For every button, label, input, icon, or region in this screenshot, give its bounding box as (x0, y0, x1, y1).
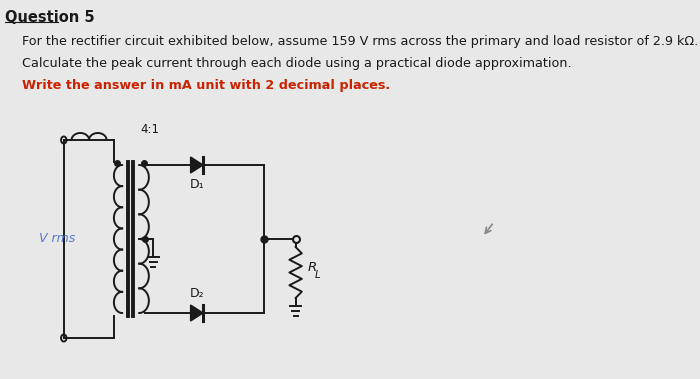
Text: 4:1: 4:1 (141, 123, 160, 136)
Text: D₁: D₁ (190, 178, 204, 191)
Text: R: R (307, 261, 316, 274)
Text: Question 5: Question 5 (6, 10, 95, 25)
Text: L: L (314, 269, 320, 279)
Polygon shape (190, 157, 203, 173)
Text: Write the answer in mA unit with 2 decimal places.: Write the answer in mA unit with 2 decim… (22, 79, 390, 92)
Polygon shape (190, 305, 203, 321)
Text: V rms: V rms (39, 232, 75, 246)
Text: Calculate the peak current through each diode using a practical diode approximat: Calculate the peak current through each … (22, 57, 571, 70)
Text: For the rectifier circuit exhibited below, assume 159 V rms across the primary a: For the rectifier circuit exhibited belo… (22, 35, 698, 48)
Text: D₂: D₂ (190, 287, 204, 300)
